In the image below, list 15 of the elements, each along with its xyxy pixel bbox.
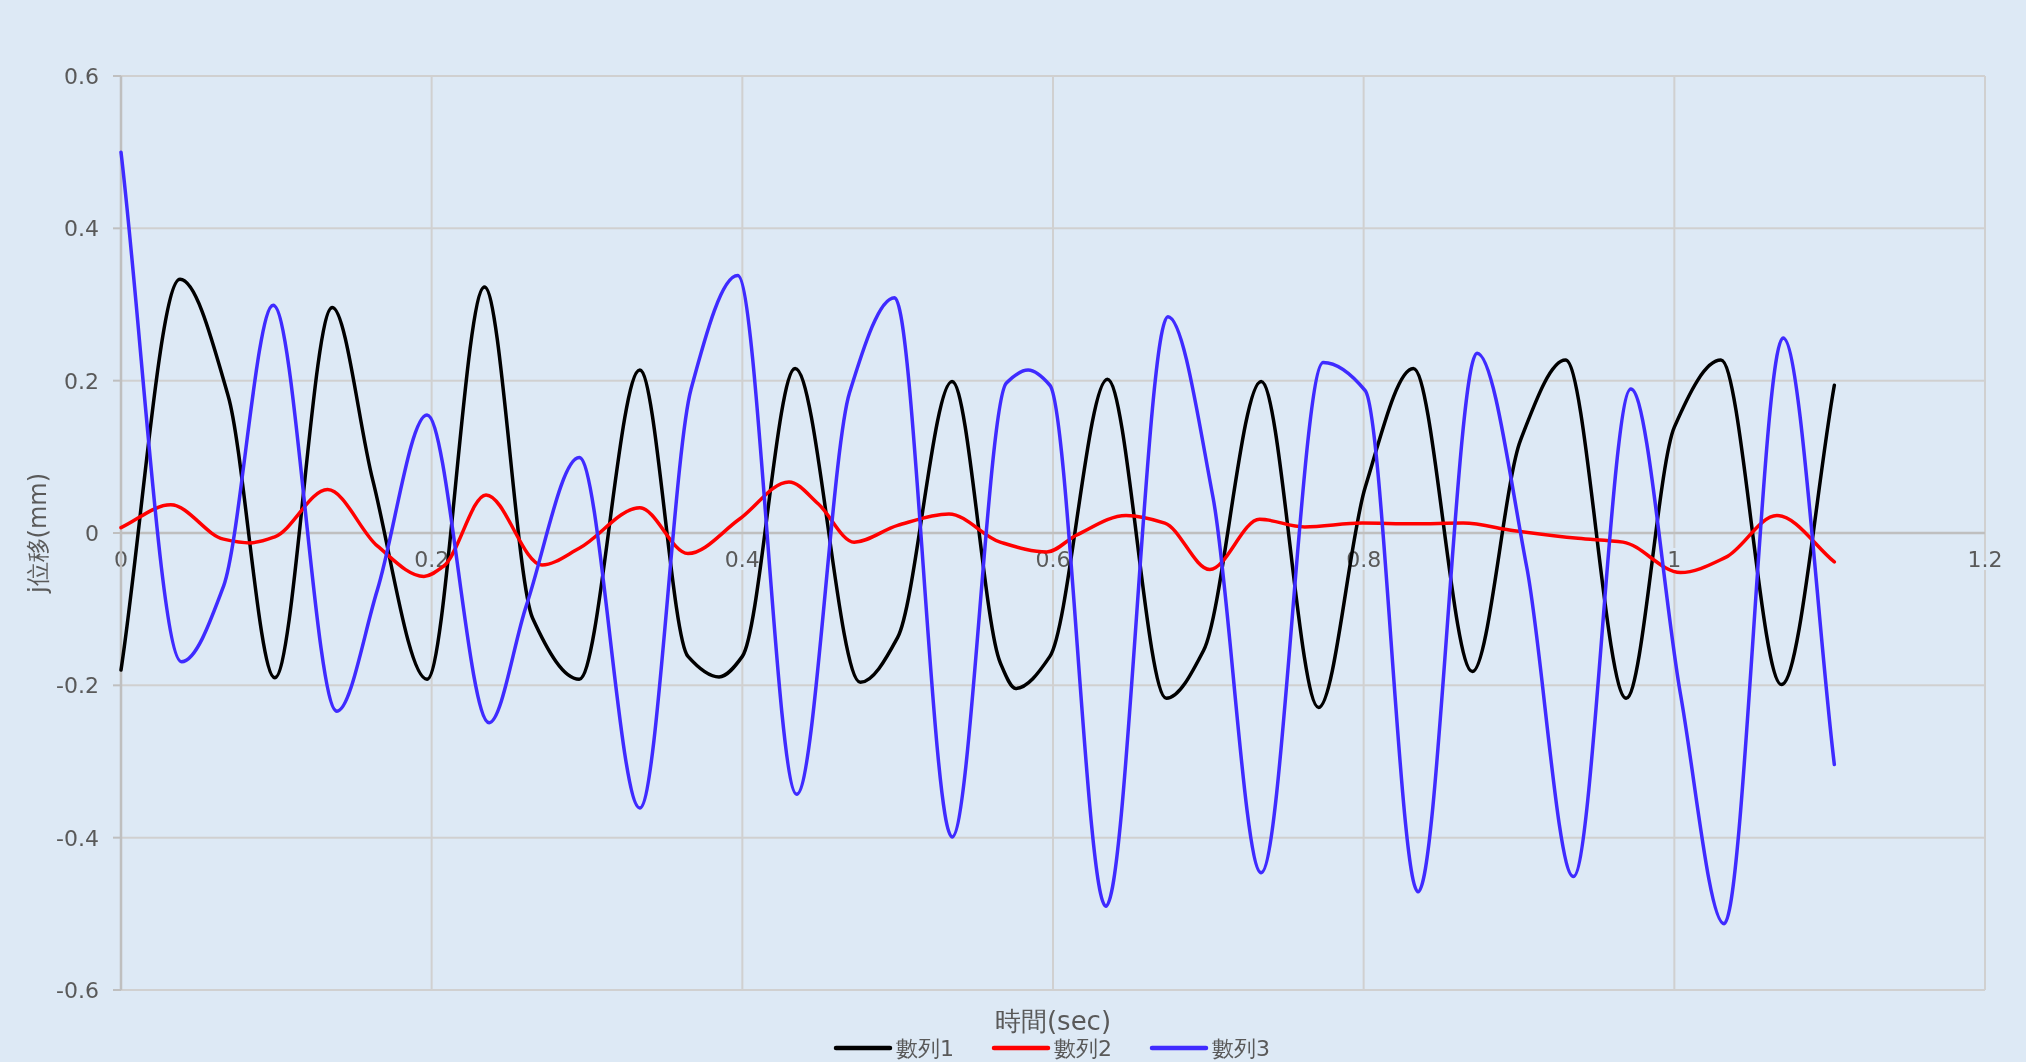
legend-label: 數列1 (896, 1036, 954, 1061)
y-axis-title: j位移(mm) (24, 472, 52, 595)
y-tick-label: 0.6 (64, 64, 99, 89)
legend-label: 數列2 (1054, 1036, 1112, 1061)
y-tick-label: 0.4 (64, 216, 99, 242)
y-tick-label: -0.2 (56, 673, 99, 699)
y-tick-label: -0.6 (56, 978, 99, 1003)
x-tick-label: 1 (1667, 547, 1682, 572)
x-tick-label: 1.2 (1967, 547, 2003, 572)
y-tick-label: 0 (85, 521, 99, 546)
y-tick-label: 0.2 (64, 368, 99, 394)
legend-label: 數列3 (1212, 1036, 1270, 1061)
x-tick-label: 0.4 (724, 547, 760, 572)
y-tick-label: -0.4 (56, 825, 99, 851)
x-axis-title: 時間(sec) (994, 1006, 1112, 1036)
